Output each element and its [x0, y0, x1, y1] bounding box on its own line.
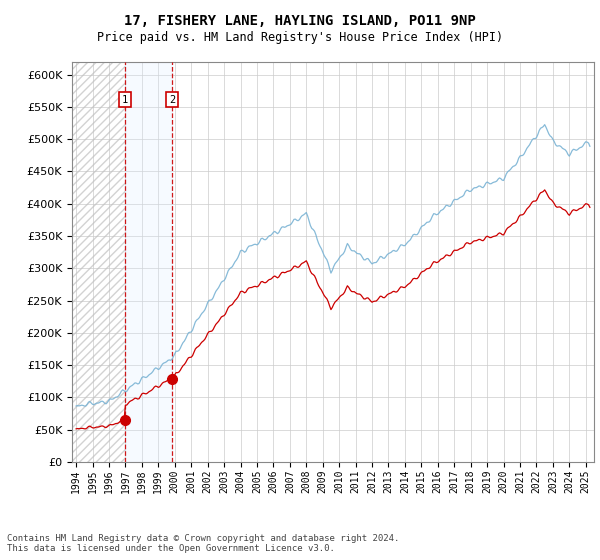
Bar: [72, 62, 125, 462]
Text: 2: 2: [169, 95, 175, 105]
Text: Price paid vs. HM Land Registry's House Price Index (HPI): Price paid vs. HM Land Registry's House …: [97, 31, 503, 44]
Bar: [125, 62, 172, 462]
Text: Contains HM Land Registry data © Crown copyright and database right 2024.
This d: Contains HM Land Registry data © Crown c…: [7, 534, 400, 553]
Text: 17, FISHERY LANE, HAYLING ISLAND, PO11 9NP: 17, FISHERY LANE, HAYLING ISLAND, PO11 9…: [124, 14, 476, 28]
Text: 1: 1: [122, 95, 128, 105]
Bar: [72, 62, 125, 462]
